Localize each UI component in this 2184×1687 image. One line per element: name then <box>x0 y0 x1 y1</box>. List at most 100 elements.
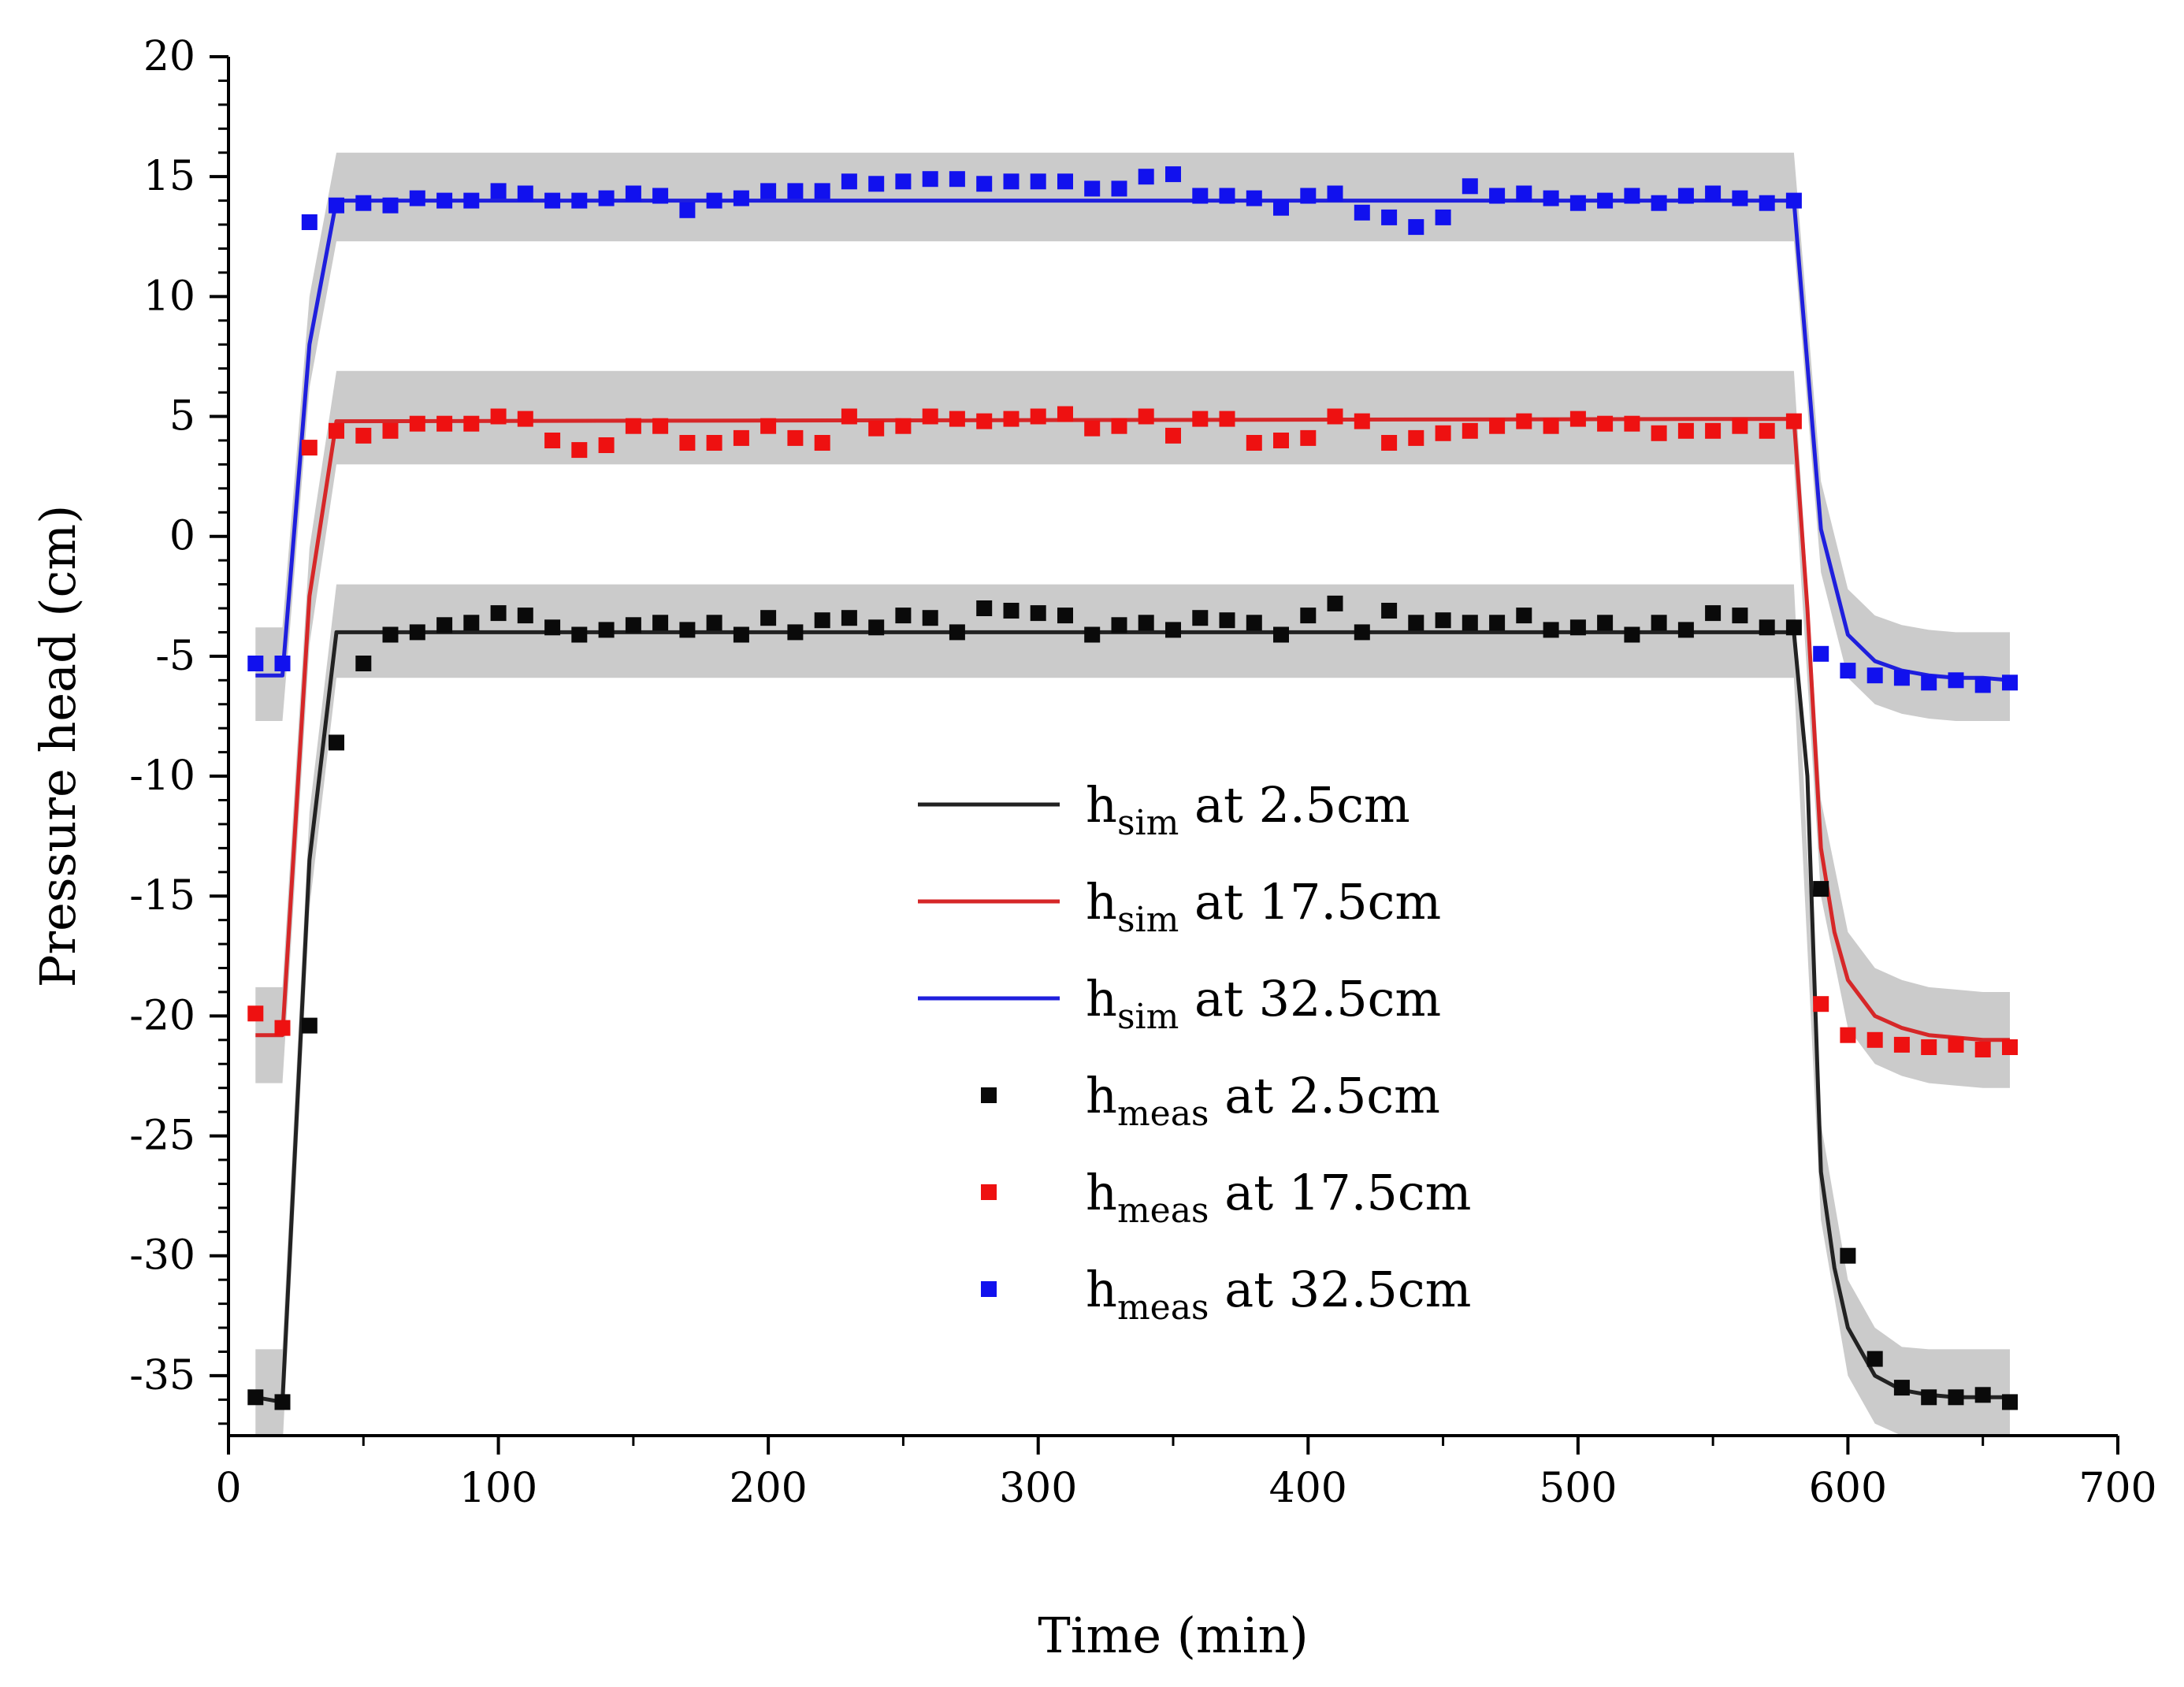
meas-point <box>760 183 777 199</box>
meas-point <box>1516 608 1532 624</box>
meas-point <box>1003 173 1020 190</box>
meas-point <box>1759 619 1775 636</box>
y-axis-title: Pressure head (cm) <box>29 505 87 988</box>
meas-point <box>1273 199 1289 216</box>
legend-label: hsim at 2.5cm <box>1086 776 1410 843</box>
meas-point <box>544 619 561 636</box>
y-tick-label: 20 <box>143 33 195 80</box>
meas-point <box>922 408 938 425</box>
meas-point <box>814 612 830 629</box>
y-tick-label: 15 <box>143 153 195 200</box>
meas-point <box>733 429 749 446</box>
meas-point <box>706 435 722 451</box>
y-tick-label: -25 <box>129 1113 195 1160</box>
meas-point <box>2002 1394 2018 1410</box>
meas-point <box>1192 610 1209 626</box>
meas-point <box>1435 209 1451 225</box>
meas-point <box>976 600 993 616</box>
meas-point <box>329 197 344 214</box>
meas-point <box>868 619 885 636</box>
meas-point <box>463 615 480 631</box>
meas-point <box>1813 881 1829 897</box>
meas-point <box>1705 185 1722 202</box>
meas-point <box>301 440 318 456</box>
meas-point <box>355 656 372 671</box>
meas-point <box>1057 173 1073 190</box>
meas-point <box>490 408 507 425</box>
meas-point <box>652 615 669 631</box>
meas-point <box>1300 429 1317 446</box>
meas-point <box>1489 418 1506 434</box>
legend-label: hsim at 17.5cm <box>1086 873 1441 940</box>
meas-point <box>1921 1389 1937 1406</box>
meas-point <box>1219 612 1235 629</box>
meas-point <box>787 183 804 199</box>
meas-point <box>652 188 669 204</box>
meas-point <box>1785 413 1802 429</box>
y-tick-label: -15 <box>129 872 195 920</box>
meas-point <box>949 171 965 188</box>
meas-point <box>1435 612 1451 629</box>
meas-point <box>598 190 615 206</box>
meas-point <box>1624 415 1640 432</box>
meas-point <box>409 415 425 432</box>
meas-point <box>382 422 399 439</box>
meas-point <box>1300 188 1317 204</box>
meas-point <box>1543 418 1559 434</box>
legend-label: hmeas at 17.5cm <box>1086 1164 1471 1231</box>
x-tick-label: 500 <box>1539 1465 1617 1512</box>
meas-point <box>1435 425 1451 441</box>
meas-point <box>1462 422 1478 439</box>
meas-point <box>1974 677 1991 693</box>
legend-marker-swatch <box>981 1281 997 1297</box>
meas-point <box>1111 617 1127 634</box>
meas-point <box>1893 1036 1910 1053</box>
meas-point <box>1893 1380 1910 1396</box>
y-tick-label: 5 <box>169 393 195 440</box>
legend-label: hmeas at 32.5cm <box>1086 1261 1471 1328</box>
meas-point <box>544 192 561 209</box>
x-tick-label: 400 <box>1269 1465 1347 1512</box>
meas-point <box>625 185 641 202</box>
meas-point <box>274 1394 291 1410</box>
meas-point <box>571 626 588 643</box>
meas-point <box>760 610 777 626</box>
meas-point <box>976 413 993 429</box>
meas-point <box>1030 173 1046 190</box>
meas-point <box>787 624 804 641</box>
meas-point <box>247 1005 264 1022</box>
sim-line <box>255 417 2010 1042</box>
meas-point <box>517 411 533 427</box>
sim-line <box>254 630 2010 1404</box>
meas-point <box>1866 667 1883 684</box>
meas-point <box>1597 415 1614 432</box>
x-tick-label: 600 <box>1809 1465 1887 1512</box>
meas-point <box>1732 190 1748 206</box>
uncertainty-band <box>255 152 2010 721</box>
meas-point <box>1677 422 1694 439</box>
meas-point <box>301 214 318 230</box>
y-tick-label: 10 <box>143 273 195 320</box>
meas-point <box>1624 188 1640 204</box>
meas-point <box>733 190 749 206</box>
meas-point <box>1300 608 1317 624</box>
meas-point <box>409 190 425 206</box>
meas-point <box>625 617 641 634</box>
meas-point <box>1543 190 1559 206</box>
measurement-markers <box>247 166 2018 1410</box>
meas-point <box>1921 674 1937 691</box>
meas-point <box>679 622 696 638</box>
meas-point <box>1138 408 1154 425</box>
legend-label: hmeas at 2.5cm <box>1086 1067 1440 1134</box>
meas-point <box>463 415 480 432</box>
meas-point <box>1030 605 1046 622</box>
meas-point <box>1273 433 1289 448</box>
meas-point <box>1705 605 1722 622</box>
meas-point <box>976 176 993 192</box>
meas-point <box>1597 192 1614 209</box>
meas-point <box>329 422 344 439</box>
meas-point <box>571 192 588 209</box>
meas-point <box>329 734 344 751</box>
meas-point <box>1948 672 1964 689</box>
meas-point <box>1327 408 1343 425</box>
